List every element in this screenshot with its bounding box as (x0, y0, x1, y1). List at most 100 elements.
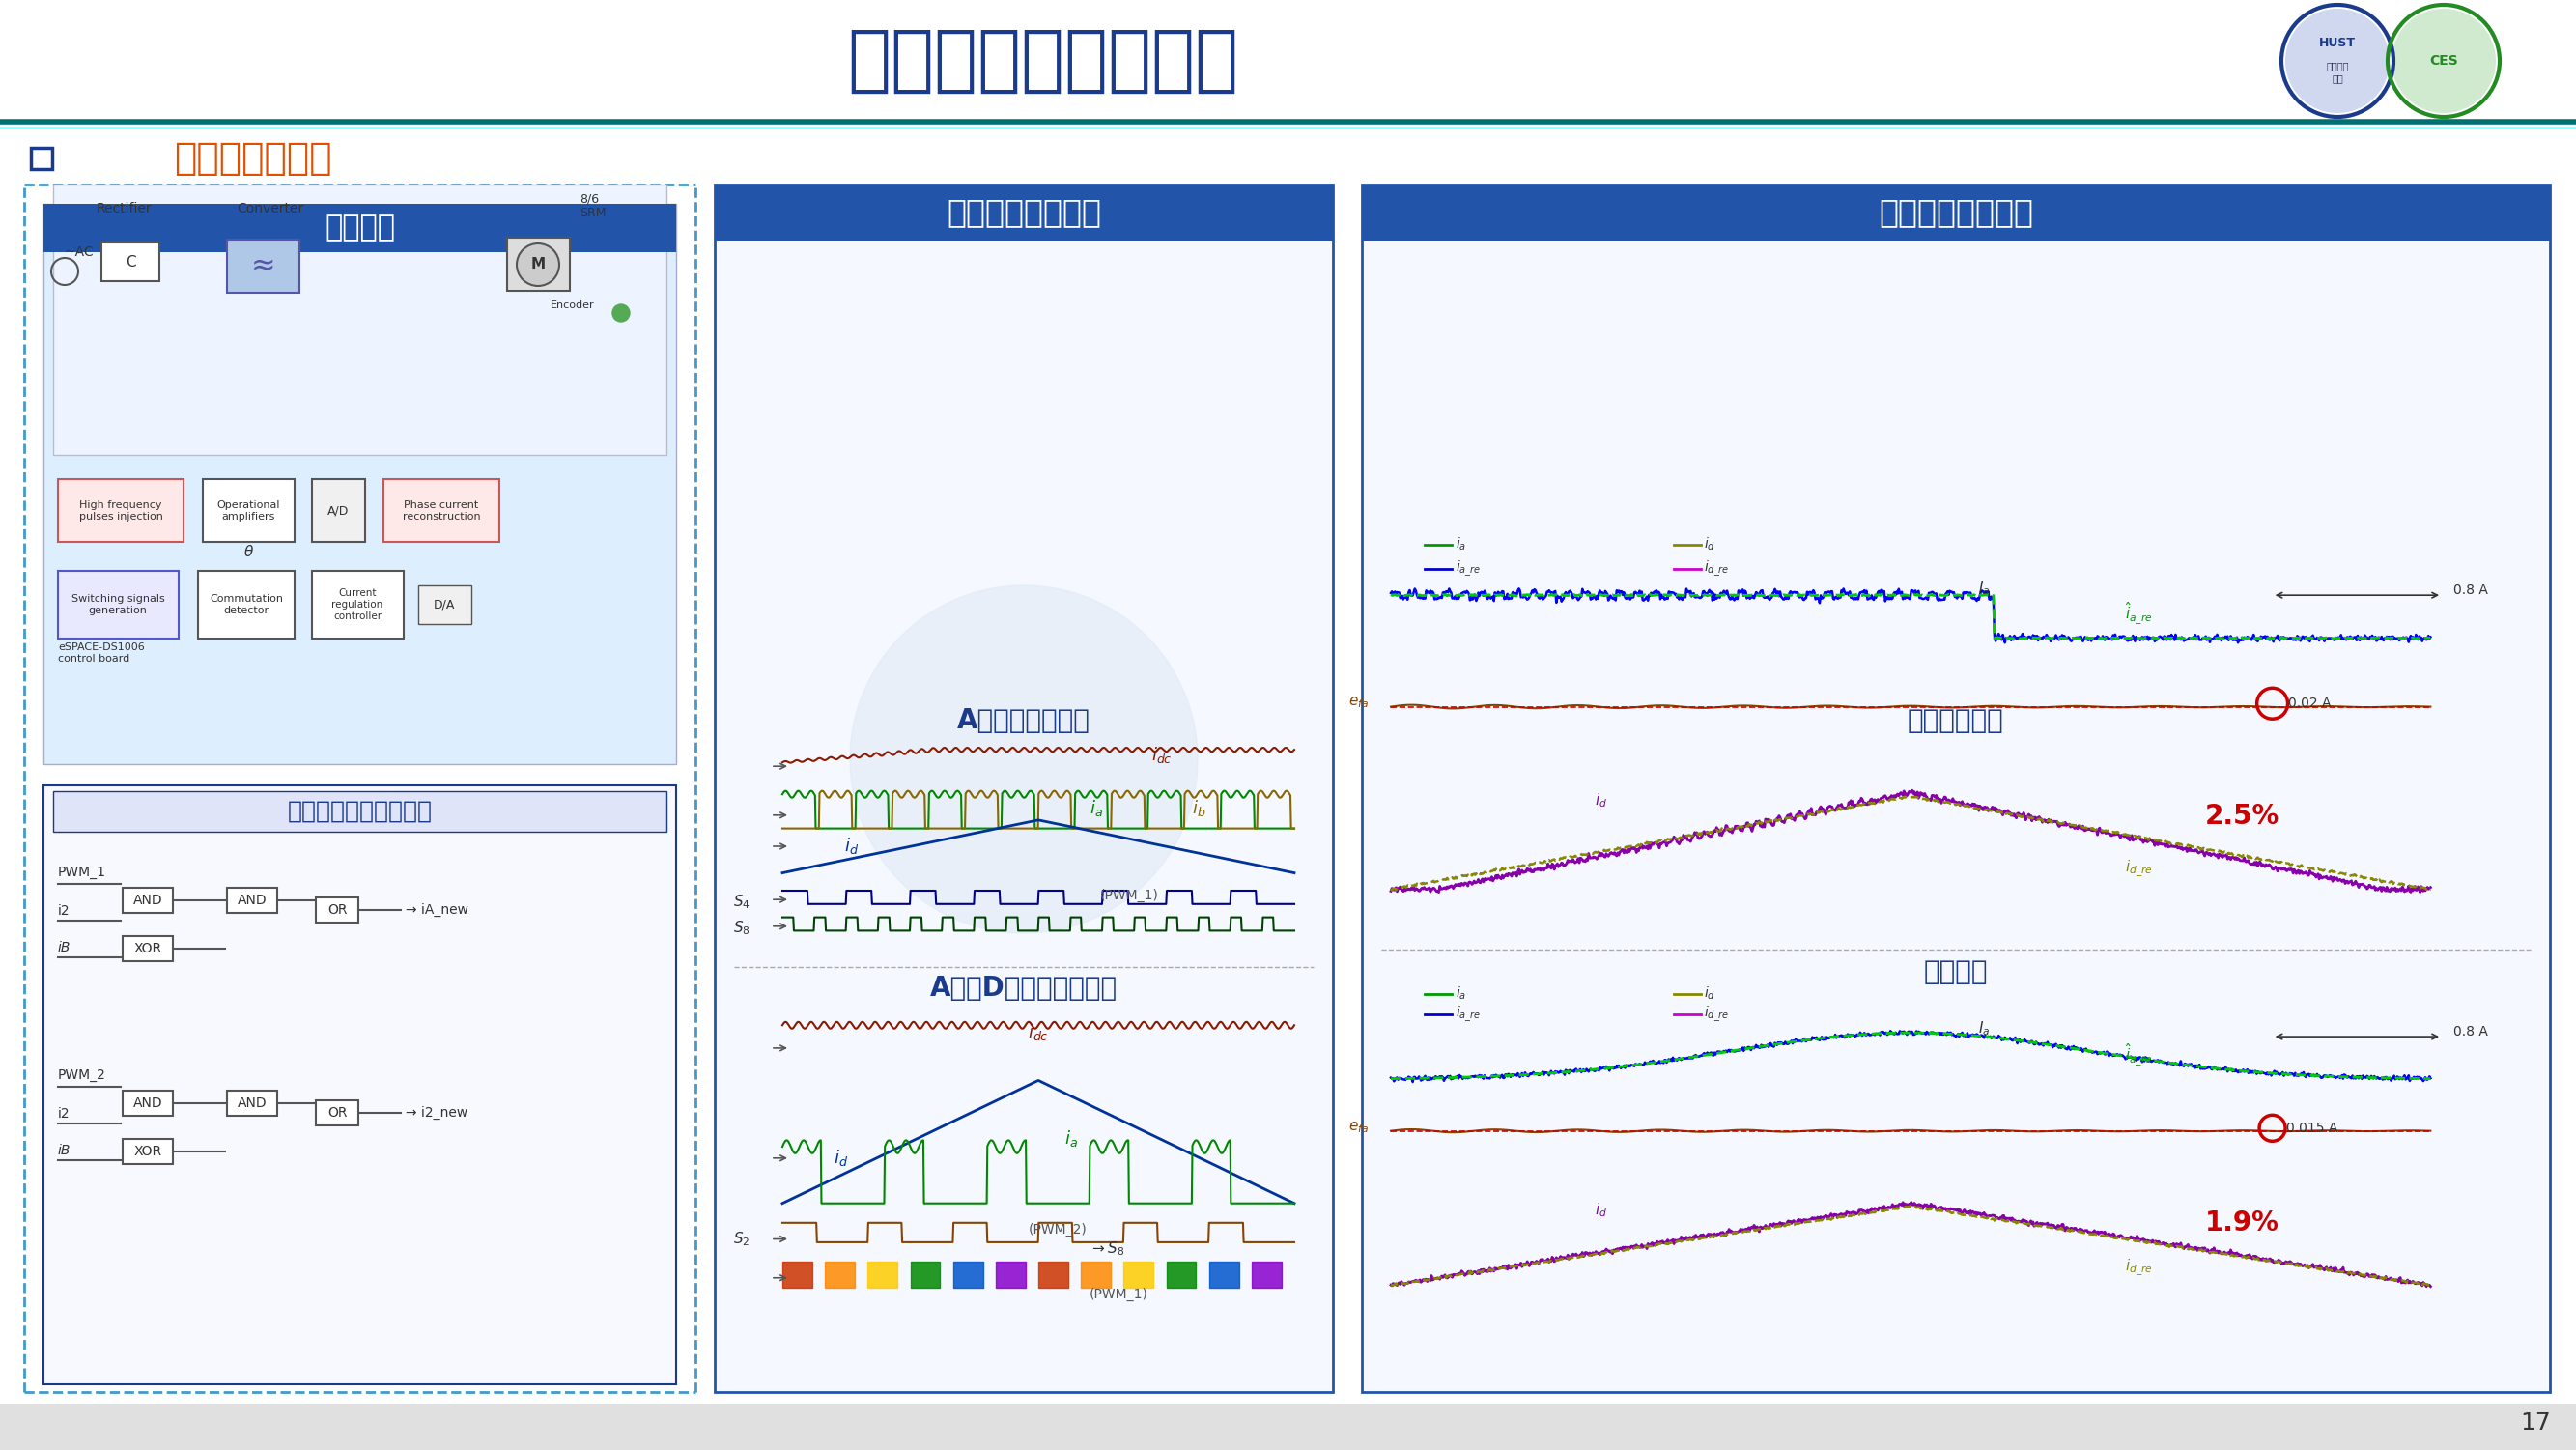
Bar (54, 184, 667, 455)
Text: $e_{fa}$: $e_{fa}$ (1347, 695, 1368, 710)
Text: $i_a$: $i_a$ (1090, 799, 1103, 819)
Text: D/A: D/A (433, 599, 456, 610)
Text: $S_4$: $S_4$ (732, 893, 750, 911)
Text: 大学: 大学 (2331, 74, 2344, 83)
Text: Converter: Converter (237, 202, 304, 216)
Text: $i_{d\_re}$: $i_{d\_re}$ (1705, 1005, 1731, 1024)
Text: CES: CES (2429, 54, 2458, 68)
Text: 相重叠时电流重构逻辑: 相重叠时电流重构逻辑 (289, 800, 433, 824)
Text: AND: AND (237, 1096, 268, 1109)
Text: $i_{a\_re}$: $i_{a\_re}$ (1455, 558, 1481, 579)
Text: 0.015 A: 0.015 A (2285, 1121, 2336, 1135)
Bar (1363, 184, 2550, 1392)
Bar (0, 1404, 2576, 1450)
Text: 0.8 A: 0.8 A (2452, 1025, 2488, 1038)
Text: C: C (126, 255, 137, 270)
Text: $i_a$: $i_a$ (1455, 986, 1466, 1002)
Text: AND: AND (134, 1096, 162, 1109)
Bar (317, 898, 358, 922)
Text: (PWM_1): (PWM_1) (1100, 889, 1159, 902)
Text: 8/6: 8/6 (580, 193, 600, 206)
Circle shape (2391, 9, 2496, 113)
Text: $i_d$: $i_d$ (1595, 1201, 1607, 1219)
Text: $\rightarrow S_8$: $\rightarrow S_8$ (1090, 1240, 1126, 1257)
Text: $i_{d\_re}$: $i_{d\_re}$ (1705, 558, 1731, 579)
Circle shape (2285, 9, 2391, 113)
Text: i2: i2 (57, 905, 70, 918)
Bar (31, 148, 52, 170)
Text: $i_d$: $i_d$ (1595, 792, 1607, 809)
Text: eSPACE-DS1006
control board: eSPACE-DS1006 control board (57, 642, 144, 664)
Text: 重构绕组电流波形: 重构绕组电流波形 (945, 197, 1100, 229)
Bar (57, 571, 178, 638)
Text: AND: AND (237, 893, 268, 908)
Text: ~AC: ~AC (64, 245, 95, 260)
Circle shape (850, 586, 1198, 934)
Bar (227, 239, 299, 293)
Text: PWM_2: PWM_2 (57, 1069, 106, 1082)
Bar (1363, 184, 2550, 241)
Bar (312, 571, 404, 638)
Text: 0.8 A: 0.8 A (2452, 584, 2488, 597)
Text: $i_b$: $i_b$ (1193, 799, 1206, 819)
Bar (44, 204, 675, 252)
Text: $I_a$: $I_a$ (1978, 579, 1991, 596)
Text: 电流斩波控制: 电流斩波控制 (1909, 708, 2004, 734)
Text: $i_d$: $i_d$ (1705, 986, 1716, 1002)
Text: A相重构电流信号: A相重构电流信号 (958, 708, 1090, 734)
Text: 1.9%: 1.9% (2205, 1209, 2280, 1237)
Text: Operational
amplifiers: Operational amplifiers (216, 500, 281, 522)
Text: iB: iB (57, 941, 72, 954)
Text: $i_a$: $i_a$ (1064, 1128, 1077, 1148)
Text: Rectifier: Rectifier (95, 202, 152, 216)
Text: High frequency
pulses injection: High frequency pulses injection (80, 500, 162, 522)
Bar (312, 479, 366, 542)
Text: 控制框图: 控制框图 (325, 215, 394, 242)
Text: → i2_new: → i2_new (404, 1106, 469, 1119)
Text: XOR: XOR (134, 942, 162, 956)
Text: SRM: SRM (580, 207, 605, 220)
Text: Commutation
detector: Commutation detector (209, 594, 283, 615)
Text: 单波控制: 单波控制 (1924, 958, 1989, 986)
Bar (198, 571, 294, 638)
Text: Switching signals
generation: Switching signals generation (72, 594, 165, 615)
Circle shape (613, 304, 629, 322)
Circle shape (518, 244, 559, 286)
Text: XOR: XOR (134, 1144, 162, 1159)
Text: 传感器信号重构技术: 传感器信号重构技术 (848, 26, 1239, 96)
Bar (714, 184, 1332, 241)
Text: $\hat{i}_{a\_re}$: $\hat{i}_{a\_re}$ (2125, 1041, 2154, 1067)
Bar (44, 204, 675, 764)
Text: 华中科技: 华中科技 (2326, 61, 2349, 71)
Text: $i_{dc}$: $i_{dc}$ (1151, 745, 1172, 766)
Text: → iA_new: → iA_new (404, 903, 469, 916)
Text: (PWM_2): (PWM_2) (1028, 1222, 1087, 1235)
Text: 0.02 A: 0.02 A (2287, 697, 2331, 710)
Text: A/D: A/D (327, 505, 348, 518)
Text: $S_8$: $S_8$ (732, 919, 750, 938)
Bar (227, 887, 278, 914)
Text: $i_{d\_re}$: $i_{d\_re}$ (2125, 1259, 2154, 1279)
Text: $i_{d\_re}$: $i_{d\_re}$ (2125, 858, 2154, 879)
Bar (227, 1090, 278, 1115)
Text: i2: i2 (57, 1106, 70, 1121)
Text: AND: AND (134, 893, 162, 908)
Text: $i_{a\_re}$: $i_{a\_re}$ (1455, 1005, 1481, 1024)
Text: $\hat{i}_{a\_re}$: $\hat{i}_{a\_re}$ (2125, 600, 2154, 625)
Text: $i_a$: $i_a$ (1455, 536, 1466, 552)
Text: iB: iB (57, 1144, 72, 1157)
Text: OR: OR (327, 903, 348, 916)
Text: ≈: ≈ (252, 252, 276, 281)
Text: $e_{fa}$: $e_{fa}$ (1347, 1119, 1368, 1135)
Text: 绕组电流重构误差: 绕组电流重构误差 (1878, 197, 2032, 229)
Text: $i_d$: $i_d$ (835, 1148, 848, 1169)
Bar (317, 1101, 358, 1125)
Text: $I_a$: $I_a$ (1978, 1019, 1991, 1038)
Bar (57, 479, 183, 542)
Text: Phase current
reconstruction: Phase current reconstruction (402, 500, 479, 522)
Text: 相电流重构技术: 相电流重构技术 (173, 141, 332, 177)
Bar (124, 937, 173, 961)
Bar (100, 242, 160, 281)
Text: (PWM_1): (PWM_1) (1090, 1288, 1149, 1301)
Bar (204, 479, 294, 542)
